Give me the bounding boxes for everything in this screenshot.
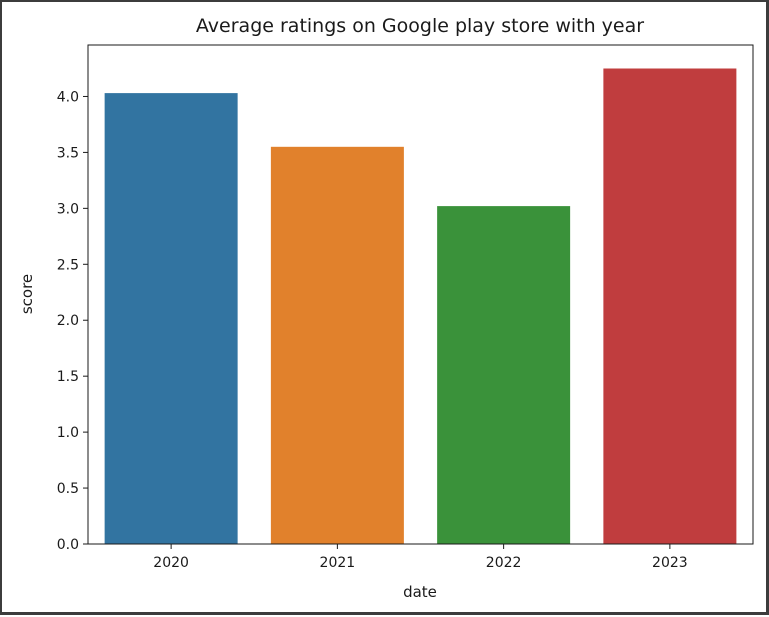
y-tick-label: 2.5 — [57, 257, 79, 273]
y-tick-label: 1.0 — [57, 425, 79, 441]
x-tick-label: 2022 — [486, 555, 522, 571]
plot-area-frame — [87, 44, 754, 545]
y-tick-label: 0.0 — [57, 537, 79, 553]
x-tick-label: 2021 — [320, 555, 356, 571]
x-axis-ticks: 2020 2021 2022 2023 — [153, 544, 688, 571]
x-tick-label: 2023 — [652, 555, 688, 571]
y-tick-label: 0.5 — [57, 481, 79, 497]
y-tick-label: 2.0 — [57, 313, 79, 329]
x-tick-label: 2020 — [153, 555, 189, 571]
y-tick-label: 1.5 — [57, 369, 79, 385]
bar-2022 — [437, 206, 571, 545]
chart-title: Average ratings on Google play store wit… — [196, 15, 644, 37]
bar-2023 — [603, 68, 737, 544]
bar-2021 — [270, 146, 404, 544]
y-axis-label: score — [18, 274, 36, 314]
y-axis-ticks: 0.0 0.5 1.0 1.5 2.0 2.5 3.0 3.5 4.0 — [57, 89, 88, 553]
bar-2020 — [104, 93, 238, 545]
y-tick-label: 3.0 — [57, 201, 79, 217]
y-tick-label: 3.5 — [57, 145, 79, 161]
y-tick-label: 4.0 — [57, 89, 79, 105]
bars-layer — [104, 68, 737, 545]
x-axis-label: date — [403, 583, 437, 601]
